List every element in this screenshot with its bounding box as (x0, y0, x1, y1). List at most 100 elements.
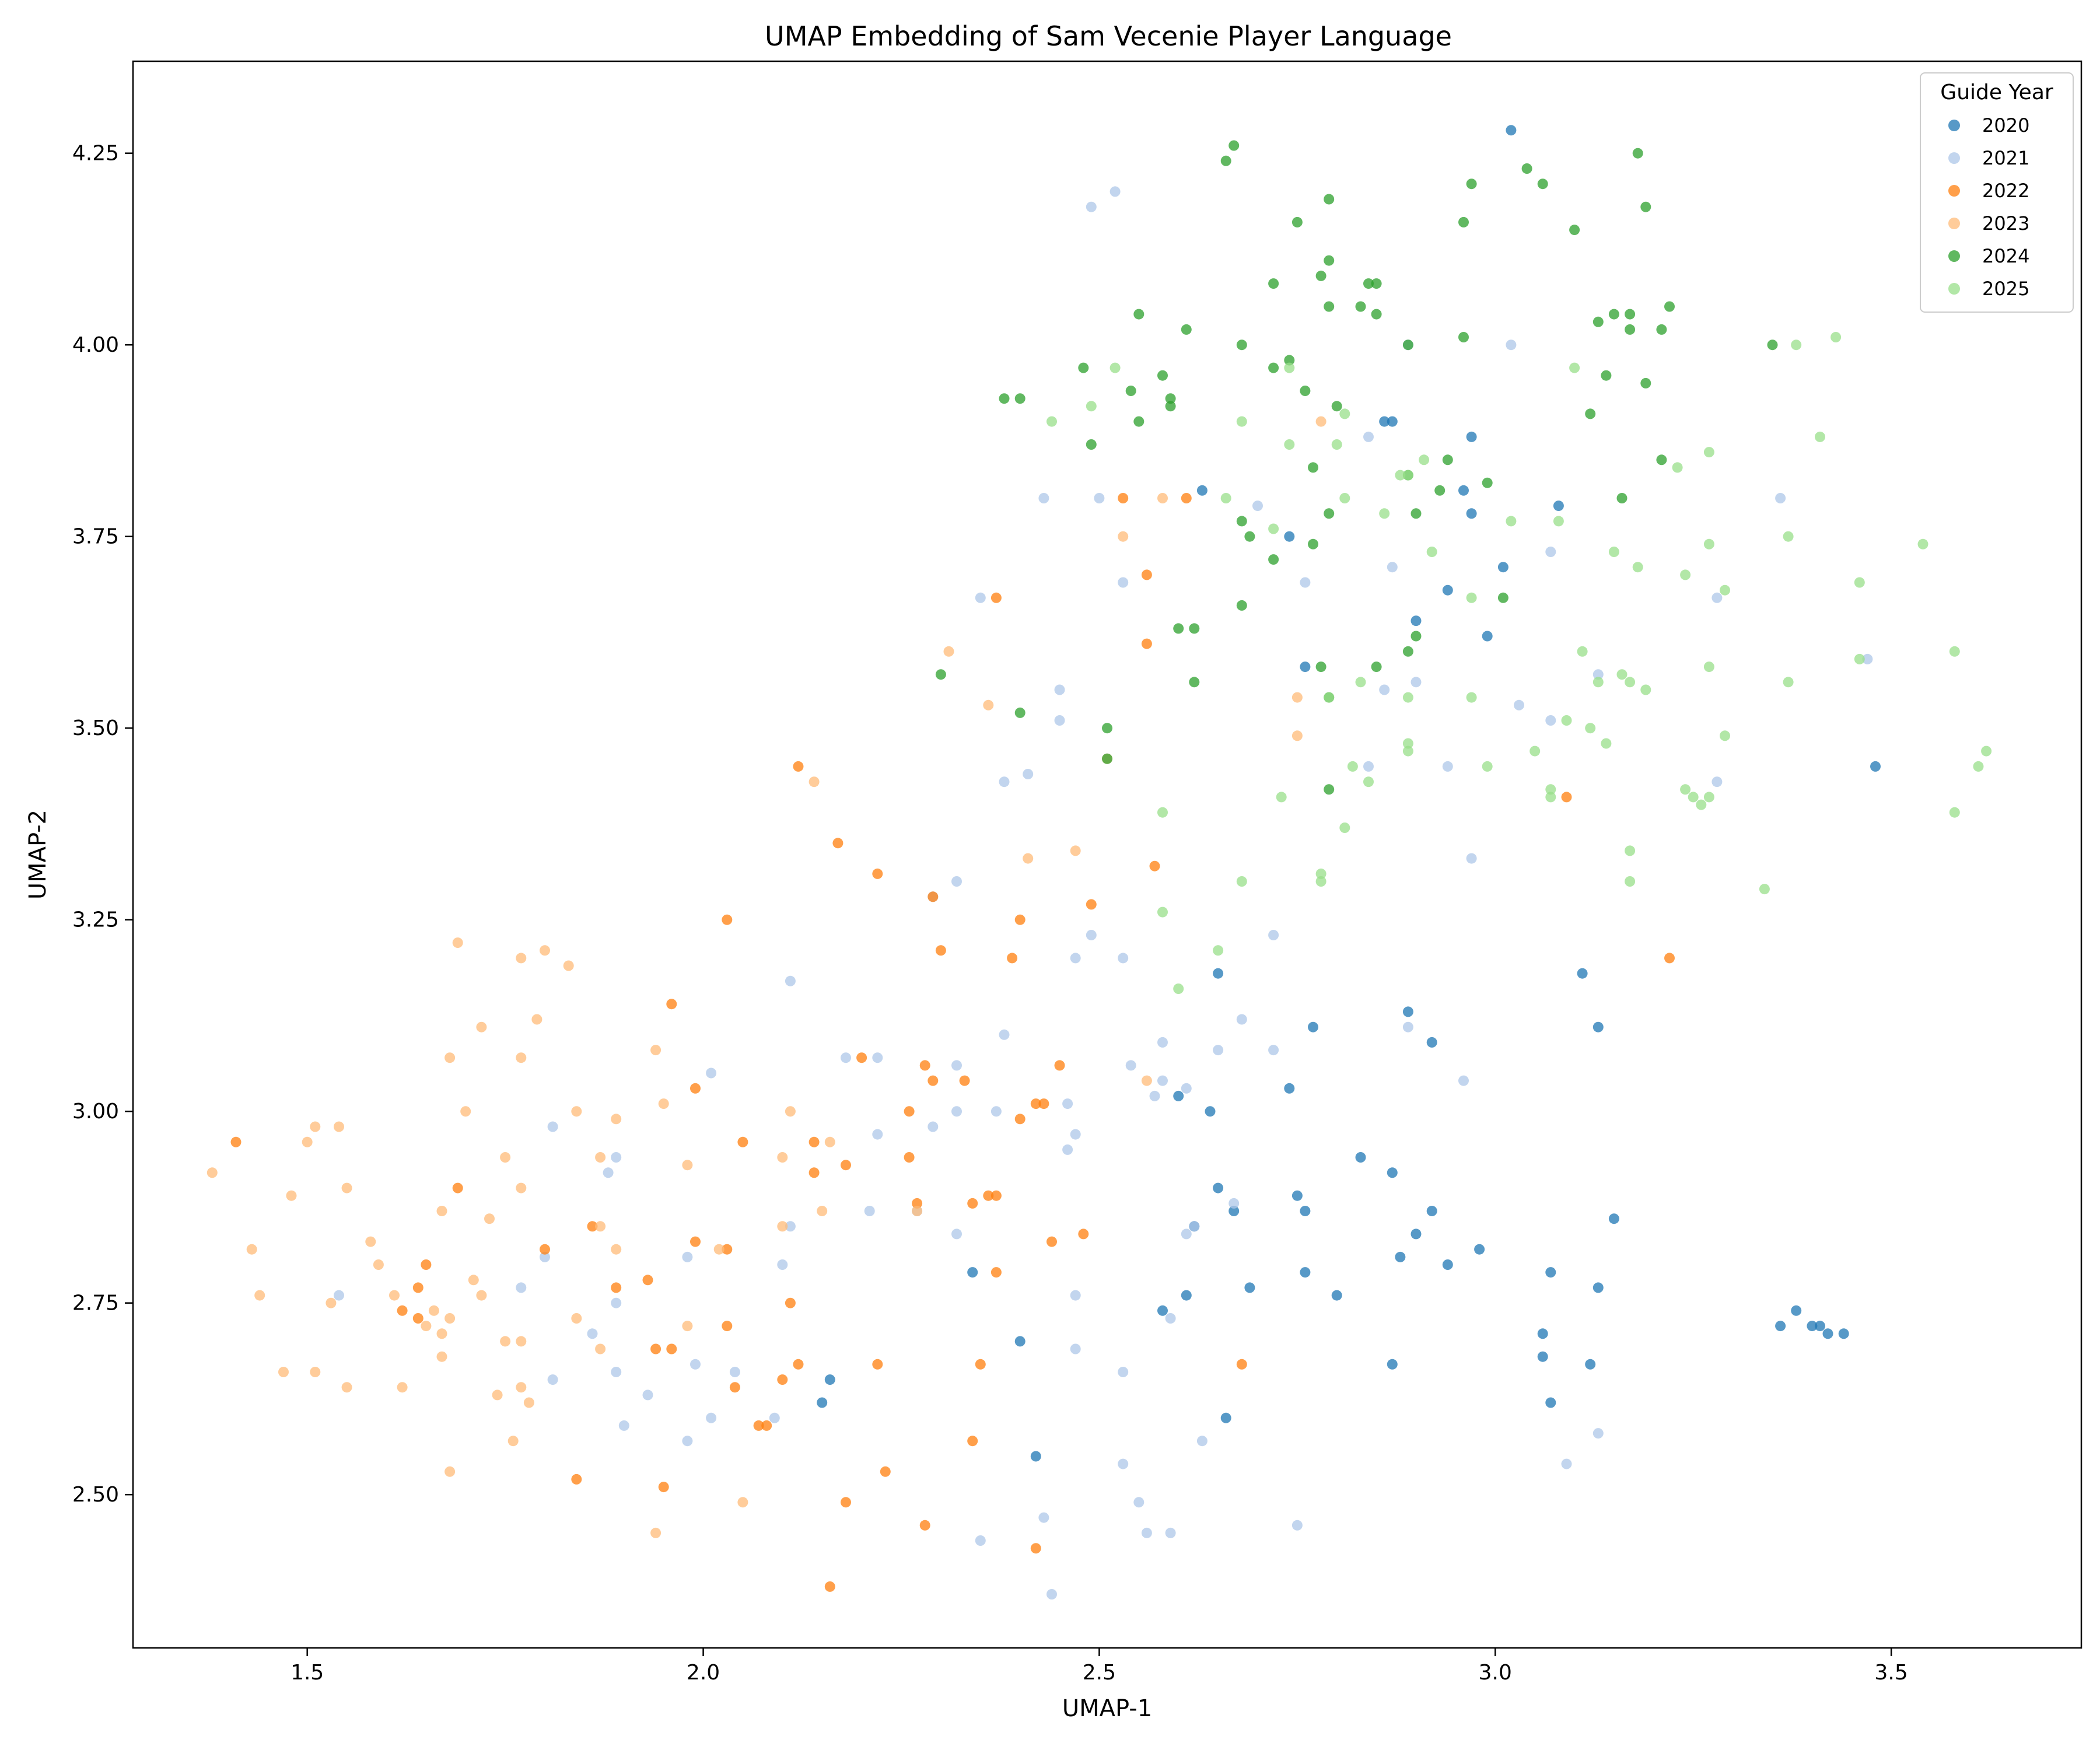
data-point (1062, 1098, 1073, 1110)
data-point (737, 1497, 748, 1508)
data-point (230, 1136, 242, 1147)
data-point (516, 1182, 527, 1194)
data-point (1149, 860, 1160, 872)
data-point (516, 1382, 527, 1393)
data-point (1497, 592, 1508, 603)
data-point (1497, 562, 1508, 573)
data-point (1410, 1228, 1422, 1240)
data-point (1292, 692, 1303, 703)
data-point (531, 1014, 542, 1025)
data-point (1379, 508, 1390, 519)
data-point (1402, 1021, 1413, 1032)
data-point (1442, 584, 1453, 596)
data-point (397, 1305, 408, 1316)
data-point (595, 1343, 606, 1354)
series-2022 (230, 493, 1675, 1592)
data-point (310, 1121, 321, 1132)
data-point (1514, 699, 1524, 710)
data-point (1545, 1397, 1556, 1408)
data-point (1292, 1190, 1303, 1201)
data-point (1236, 516, 1247, 527)
data-point (1086, 401, 1097, 412)
data-point (777, 1259, 788, 1270)
data-point (1458, 1075, 1469, 1086)
legend-label-2020: 2020 (1982, 114, 2029, 136)
data-point (389, 1290, 400, 1301)
data-point (824, 1374, 835, 1385)
data-point (1110, 362, 1121, 373)
data-point (1355, 677, 1366, 688)
legend-marker-2024 (1948, 250, 1960, 262)
plot-area (206, 125, 1992, 1600)
data-point (1537, 1328, 1548, 1339)
series-2020 (817, 125, 1881, 1462)
data-point (1640, 377, 1651, 388)
data-point (1292, 216, 1303, 228)
data-point (1474, 1244, 1485, 1255)
data-point (1157, 1037, 1168, 1048)
data-point (1220, 493, 1231, 503)
data-point (864, 1206, 875, 1216)
data-point (1838, 1328, 1849, 1339)
data-point (1157, 1305, 1168, 1316)
data-point (1545, 1267, 1556, 1278)
data-point (1141, 1075, 1152, 1086)
data-point (1703, 792, 1714, 803)
data-point (1110, 186, 1121, 197)
data-point (1284, 355, 1295, 366)
data-point (1632, 562, 1643, 573)
data-point (1410, 677, 1422, 688)
data-point (1228, 1198, 1240, 1209)
data-point (1640, 684, 1651, 695)
data-point (460, 1106, 471, 1117)
data-point (729, 1382, 740, 1393)
data-point (1070, 1343, 1081, 1354)
data-point (1402, 470, 1413, 481)
data-point (872, 868, 883, 879)
data-point (540, 945, 550, 956)
data-point (571, 1106, 582, 1117)
data-point (611, 1152, 622, 1163)
data-point (1173, 623, 1184, 634)
data-point (1149, 1090, 1160, 1101)
data-point (1625, 876, 1636, 887)
data-point (904, 1106, 915, 1117)
data-point (595, 1221, 606, 1232)
legend-marker-2021 (1948, 152, 1960, 164)
data-point (761, 1420, 772, 1431)
data-point (1712, 592, 1723, 603)
y-axis-ticks: 2.50 2.75 3.00 3.25 3.50 3.75 4.00 4.25 (72, 142, 133, 1507)
data-point (1870, 761, 1881, 772)
data-point (334, 1121, 344, 1132)
data-point (1371, 309, 1382, 320)
series-2024 (935, 140, 1778, 795)
data-point (1054, 1060, 1065, 1071)
data-point (872, 1359, 883, 1370)
data-point (1315, 416, 1326, 427)
data-point (1973, 761, 1984, 772)
data-point (1300, 577, 1311, 588)
data-point (1775, 493, 1786, 503)
data-point (1783, 531, 1794, 542)
data-point (1014, 1336, 1026, 1347)
data-point (1387, 562, 1398, 573)
data-point (611, 1367, 622, 1377)
data-point (547, 1121, 558, 1132)
data-point (1324, 692, 1335, 703)
y-tick-label: 3.00 (72, 1100, 119, 1124)
data-point (1426, 1206, 1437, 1216)
data-point (1402, 746, 1413, 757)
y-tick-label: 4.00 (72, 333, 119, 357)
data-point (785, 975, 796, 986)
data-point (1102, 723, 1112, 734)
data-point (563, 960, 574, 971)
data-point (1300, 1206, 1311, 1216)
data-point (1608, 1213, 1619, 1224)
data-point (928, 1075, 939, 1086)
data-point (1315, 662, 1326, 673)
data-point (785, 1297, 796, 1308)
data-point (1854, 653, 1865, 664)
data-point (1466, 592, 1477, 603)
data-point (1236, 340, 1247, 351)
data-point (1949, 646, 1960, 657)
